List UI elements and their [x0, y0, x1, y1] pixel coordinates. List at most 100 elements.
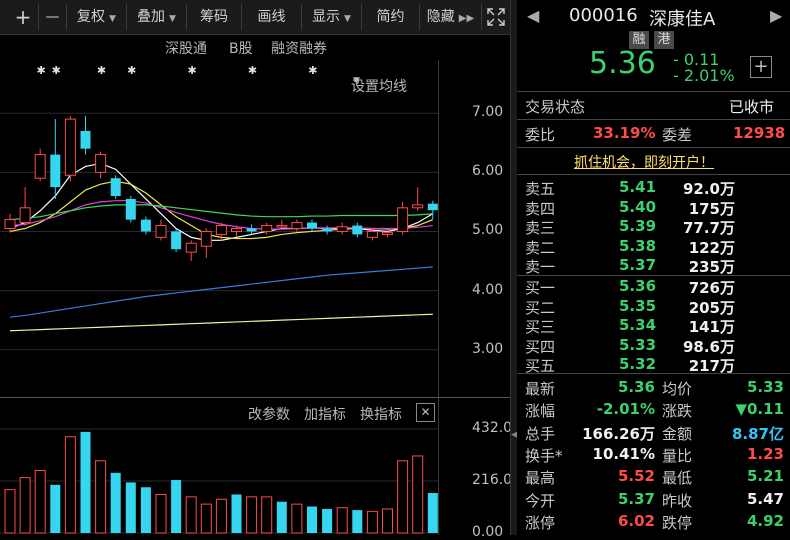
candle-body	[322, 228, 333, 232]
bid-level-label: 买二	[525, 298, 556, 317]
volume-tick: 0.00	[472, 524, 504, 540]
candle-body	[140, 219, 151, 232]
stat-label: 最高	[525, 469, 556, 488]
jianyue-button[interactable]: 简约	[361, 4, 419, 30]
open-account-link[interactable]: 抓住机会，即刻开户！	[574, 155, 714, 171]
stock-code: 000016	[569, 5, 638, 26]
candle-body	[185, 242, 197, 253]
event-marker: ✱	[97, 64, 106, 77]
stat-label: 最低	[662, 469, 693, 488]
stat-label: 涨幅	[525, 402, 556, 421]
stat-value: ▼0.11	[735, 400, 784, 419]
price-tick: 7.00	[472, 104, 504, 121]
bid-level-label: 买一	[525, 279, 556, 297]
candle	[95, 151, 107, 179]
ask-volume: 122万	[688, 238, 735, 257]
bid-level-label: 买四	[525, 337, 556, 356]
volume-bar	[291, 503, 303, 534]
triangle-left-icon: ◀	[511, 430, 518, 440]
bid-volume: 217万	[688, 357, 735, 375]
candle-body	[215, 225, 227, 235]
candle-body	[276, 225, 288, 228]
event-marker: ✱	[36, 64, 45, 77]
separator	[517, 91, 790, 92]
next-stock-button[interactable]: ▶	[770, 6, 783, 25]
candle	[19, 187, 31, 226]
close-panel-button[interactable]: ✕	[416, 403, 435, 422]
candle	[215, 222, 227, 241]
chevron-down-icon: ▼	[109, 14, 116, 24]
add-watchlist-button[interactable]: +	[750, 56, 772, 78]
xianshi-dropdown[interactable]: 显示 ▼	[301, 4, 361, 30]
candle	[336, 222, 348, 235]
volume-bar	[382, 508, 393, 534]
pct-change: - 2.01%	[673, 66, 735, 85]
bid-level-label: 买五	[525, 357, 556, 375]
bid-price: 5.35	[619, 296, 657, 315]
candle-body	[110, 178, 121, 196]
stat-label: 总手	[525, 424, 556, 443]
separator	[517, 174, 790, 175]
candle-body	[291, 222, 303, 230]
candle-body	[307, 222, 317, 229]
diejia-dropdown[interactable]: 叠加 ▼	[126, 4, 186, 30]
candle	[291, 219, 303, 232]
separator	[517, 147, 790, 148]
yincang-label: 隐藏	[426, 9, 455, 25]
volume-bar	[246, 496, 258, 534]
candle	[427, 200, 438, 220]
yincang-button[interactable]: 隐藏 ▶▶	[419, 4, 481, 30]
candle-body	[200, 230, 212, 247]
stat-value: -2.01%	[596, 400, 655, 419]
volume-bar	[231, 494, 242, 533]
event-marker: ✱	[308, 64, 317, 77]
panel-divider	[0, 397, 510, 398]
bid-price: 5.33	[619, 335, 657, 354]
huaxian-button[interactable]: 画线	[241, 4, 301, 30]
ask-level-label: 卖三	[525, 219, 556, 237]
ask-level-label: 卖五	[525, 180, 556, 198]
zoom-out-button[interactable]: —	[38, 4, 66, 30]
candle	[34, 148, 46, 182]
fuquan-dropdown[interactable]: 复权 ▼	[66, 4, 126, 30]
candle	[125, 195, 136, 223]
candle-body	[412, 204, 424, 209]
candle-body	[397, 207, 409, 232]
volume-bar	[307, 506, 317, 533]
volume-bar	[276, 501, 287, 533]
ma-line	[9, 266, 433, 318]
candlestick-chart[interactable]: ✱ ✱ ✱ ✱ ✱ ✱ ✱	[0, 60, 470, 397]
stat-label: 换手*	[525, 446, 563, 465]
candle-body	[427, 203, 438, 211]
ask-volume: 92.0万	[682, 180, 735, 198]
shengutong-link[interactable]: 深股通	[165, 41, 207, 57]
candle	[80, 116, 91, 155]
volume-bar	[125, 482, 136, 533]
ask-level-label: 卖二	[525, 238, 556, 257]
switch-indicator-button[interactable]: 换指标	[360, 407, 402, 423]
candle-body	[19, 207, 31, 224]
fullscreen-button[interactable]	[481, 4, 509, 30]
volume-bar	[19, 477, 31, 534]
add-indicator-button[interactable]: 加指标	[304, 407, 346, 423]
candle-body	[50, 154, 61, 188]
rongzi-link[interactable]: 融资融券	[271, 41, 327, 57]
zoom-in-button[interactable]: +	[14, 5, 32, 29]
candle	[412, 187, 424, 211]
ask-price: 5.38	[619, 236, 657, 255]
axis-separator	[438, 398, 439, 535]
volume-bar	[200, 503, 212, 534]
ask-volume: 235万	[688, 258, 735, 276]
candle-body	[231, 228, 242, 232]
volume-chart[interactable]	[0, 425, 438, 535]
chouma-button[interactable]: 筹码	[186, 4, 241, 30]
chevron-down-icon: ▼	[169, 14, 176, 24]
candle	[246, 224, 257, 235]
ask-price: 5.39	[619, 217, 657, 235]
bgu-link[interactable]: B股	[229, 41, 253, 57]
candle-body	[171, 231, 182, 250]
ma-line	[9, 313, 433, 332]
edit-params-button[interactable]: 改参数	[248, 407, 290, 423]
prev-stock-button[interactable]: ◀	[527, 6, 540, 25]
bid-volume: 98.6万	[682, 337, 735, 356]
